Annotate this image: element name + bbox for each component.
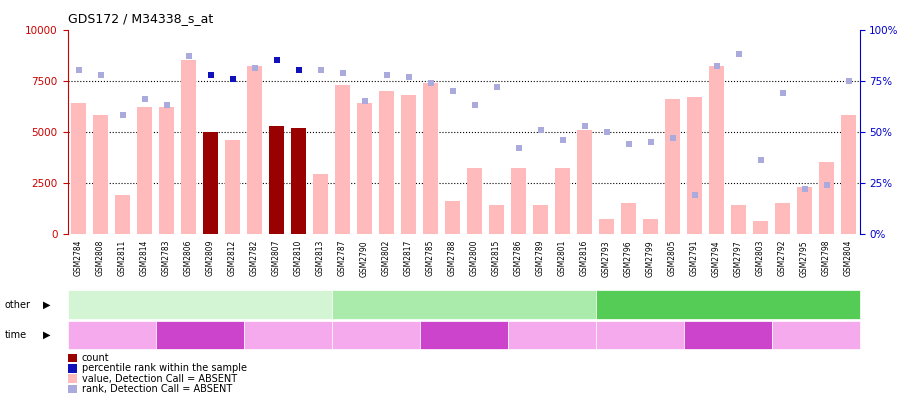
Text: time: time — [4, 330, 27, 340]
Bar — [819, 162, 833, 234]
Bar — [94, 115, 108, 234]
Bar — [380, 91, 393, 234]
Bar — [511, 168, 526, 234]
Text: 3 week: 3 week — [711, 331, 743, 339]
Bar — [159, 107, 174, 234]
Text: value, Detection Call = ABSENT: value, Detection Call = ABSENT — [82, 373, 237, 384]
Text: 7 week: 7 week — [536, 331, 568, 339]
Bar — [336, 85, 349, 234]
Text: slow progression rate: slow progression rate — [147, 299, 252, 310]
Bar — [578, 129, 591, 234]
Bar — [732, 205, 745, 234]
Bar — [621, 203, 635, 234]
Bar — [203, 131, 218, 234]
Bar — [490, 205, 504, 234]
Bar — [599, 219, 614, 234]
Text: 7 week: 7 week — [271, 331, 304, 339]
Text: rank, Detection Call = ABSENT: rank, Detection Call = ABSENT — [82, 384, 232, 394]
Bar — [446, 201, 460, 234]
Bar — [776, 203, 789, 234]
Text: 3 week: 3 week — [447, 331, 480, 339]
Bar — [269, 126, 284, 234]
Bar — [753, 221, 768, 234]
Bar — [842, 115, 856, 234]
Text: ▶: ▶ — [43, 330, 50, 340]
Text: baseline: baseline — [93, 331, 130, 339]
Bar — [181, 60, 195, 234]
Text: percentile rank within the sample: percentile rank within the sample — [82, 363, 247, 373]
Text: baseline: baseline — [620, 331, 659, 339]
Text: baseline: baseline — [356, 331, 394, 339]
Text: 3 week: 3 week — [184, 331, 216, 339]
Bar — [401, 95, 416, 234]
Bar — [313, 175, 328, 234]
Bar — [115, 195, 130, 234]
Bar — [248, 67, 262, 234]
Bar — [665, 99, 680, 234]
Text: other: other — [4, 299, 31, 310]
Bar — [269, 126, 284, 234]
Bar — [555, 168, 570, 234]
Text: typical progression rate: typical progression rate — [406, 299, 521, 310]
Bar — [203, 131, 218, 234]
Bar — [423, 83, 437, 234]
Bar — [467, 168, 482, 234]
Bar — [138, 107, 151, 234]
Bar — [797, 187, 812, 234]
Bar — [292, 128, 306, 234]
Bar — [534, 205, 547, 234]
Bar — [292, 128, 306, 234]
Bar — [688, 97, 702, 234]
Bar — [357, 103, 372, 234]
Text: count: count — [82, 353, 110, 363]
Bar — [709, 67, 724, 234]
Text: rapid progression rate: rapid progression rate — [673, 299, 781, 310]
Bar — [71, 103, 86, 234]
Text: 7 week: 7 week — [799, 331, 832, 339]
Text: ▶: ▶ — [43, 299, 50, 310]
Bar — [644, 219, 658, 234]
Bar — [225, 140, 239, 234]
Text: GDS172 / M34338_s_at: GDS172 / M34338_s_at — [68, 12, 212, 25]
